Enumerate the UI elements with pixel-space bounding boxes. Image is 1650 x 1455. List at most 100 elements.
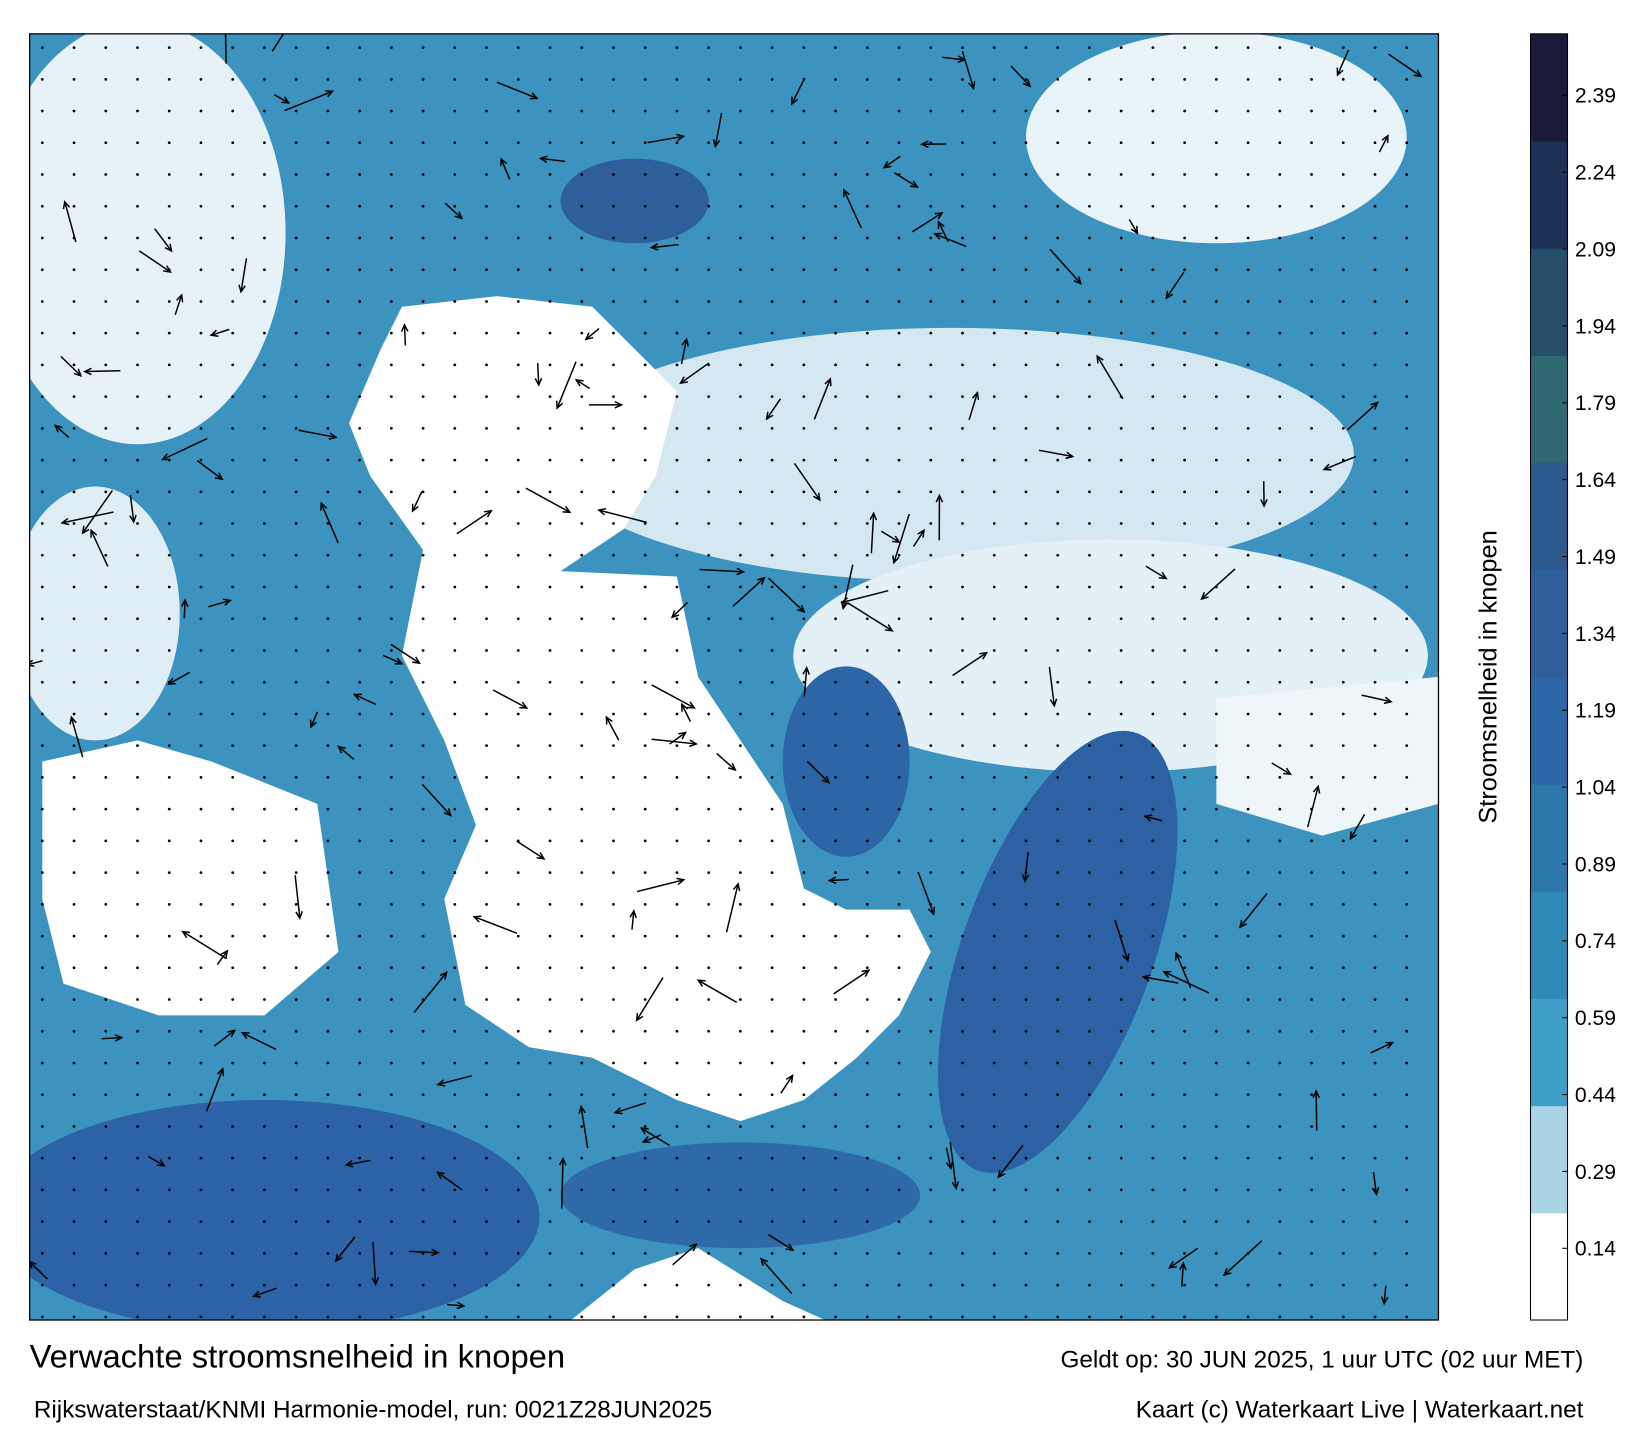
grid-dot	[707, 1284, 710, 1287]
grid-dot	[73, 490, 76, 493]
grid-dot	[1405, 903, 1408, 906]
grid-dot	[168, 1062, 171, 1065]
grid-dot	[231, 776, 234, 779]
colorbar-band	[1530, 1106, 1567, 1214]
grid-dot	[327, 78, 330, 81]
colorbar-tick-label: 1.79	[1575, 392, 1616, 415]
grid-dot	[961, 681, 964, 684]
grid-dot	[1056, 78, 1059, 81]
grid-dot	[580, 1125, 583, 1128]
grid-dot	[580, 871, 583, 874]
grid-dot	[580, 1252, 583, 1255]
grid-dot	[834, 713, 837, 716]
grid-dot	[961, 903, 964, 906]
grid-dot	[898, 935, 901, 938]
grid-dot	[644, 649, 647, 652]
grid-dot	[580, 205, 583, 208]
grid-dot	[676, 586, 679, 589]
grid-dot	[168, 110, 171, 113]
grid-dot	[1088, 1125, 1091, 1128]
grid-dot	[41, 427, 44, 430]
grid-dot	[961, 1220, 964, 1223]
grid-dot	[929, 459, 932, 462]
grid-dot	[1088, 681, 1091, 684]
grid-dot	[802, 459, 805, 462]
grid-dot	[1278, 173, 1281, 176]
grid-dot	[1152, 586, 1155, 589]
grid-dot	[676, 1189, 679, 1192]
grid-dot	[1120, 776, 1123, 779]
grid-dot	[422, 744, 425, 747]
grid-dot	[993, 1252, 996, 1255]
grid-dot	[104, 427, 107, 430]
grid-dot	[485, 966, 488, 969]
grid-dot	[200, 1030, 203, 1033]
grid-dot	[676, 935, 679, 938]
grid-dot	[168, 871, 171, 874]
grid-dot	[104, 744, 107, 747]
grid-dot	[231, 332, 234, 335]
grid-dot	[866, 1189, 869, 1192]
grid-dot	[1247, 554, 1250, 557]
grid-dot	[644, 268, 647, 271]
grid-dot	[1278, 617, 1281, 620]
grid-dot	[676, 998, 679, 1001]
grid-dot	[707, 966, 710, 969]
grid-dot	[453, 776, 456, 779]
grid-dot	[1056, 1093, 1059, 1096]
grid-dot	[422, 141, 425, 144]
grid-dot	[231, 46, 234, 49]
grid-dot	[866, 713, 869, 716]
grid-dot	[549, 364, 552, 367]
grid-dot	[1342, 903, 1345, 906]
grid-dot	[1342, 935, 1345, 938]
colorbar-tick-label: 0.59	[1575, 1007, 1616, 1030]
grid-dot	[898, 1252, 901, 1255]
grid-dot	[739, 617, 742, 620]
grid-dot	[453, 554, 456, 557]
grid-dot	[993, 173, 996, 176]
grid-dot	[231, 903, 234, 906]
grid-dot	[136, 46, 139, 49]
grid-dot	[104, 935, 107, 938]
grid-dot	[739, 522, 742, 525]
grid-dot	[771, 554, 774, 557]
grid-dot	[104, 649, 107, 652]
grid-dot	[358, 808, 361, 811]
grid-dot	[929, 300, 932, 303]
grid-dot	[676, 268, 679, 271]
grid-dot	[771, 1125, 774, 1128]
grid-dot	[929, 395, 932, 398]
grid-dot	[73, 681, 76, 684]
grid-dot	[1120, 713, 1123, 716]
grid-dot	[358, 744, 361, 747]
grid-dot	[231, 1252, 234, 1255]
grid-dot	[485, 459, 488, 462]
grid-dot	[707, 935, 710, 938]
grid-dot	[961, 427, 964, 430]
grid-dot	[41, 935, 44, 938]
grid-dot	[771, 1220, 774, 1223]
grid-dot	[549, 871, 552, 874]
grid-dot	[898, 522, 901, 525]
slack-water	[550, 328, 1354, 582]
grid-dot	[104, 1030, 107, 1033]
grid-dot	[327, 586, 330, 589]
grid-dot	[295, 300, 298, 303]
grid-dot	[1374, 78, 1377, 81]
grid-dot	[1088, 268, 1091, 271]
grid-dot	[1183, 300, 1186, 303]
grid-dot	[263, 237, 266, 240]
grid-dot	[390, 554, 393, 557]
grid-dot	[771, 268, 774, 271]
grid-dot	[1120, 649, 1123, 652]
grid-dot	[1405, 1157, 1408, 1160]
grid-dot	[771, 586, 774, 589]
grid-dot	[1374, 586, 1377, 589]
grid-dot	[929, 586, 932, 589]
grid-dot	[453, 78, 456, 81]
grid-dot	[993, 46, 996, 49]
grid-dot	[1025, 173, 1028, 176]
grid-dot	[231, 427, 234, 430]
grid-dot	[1278, 1252, 1281, 1255]
